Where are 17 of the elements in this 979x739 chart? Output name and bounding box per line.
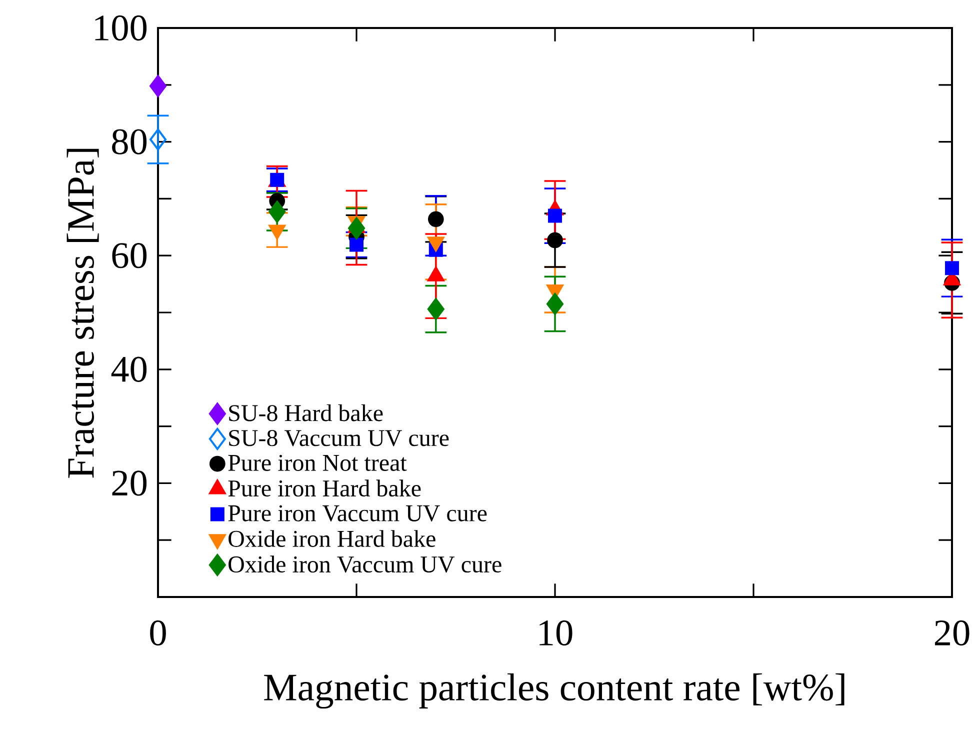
legend-label: Pure iron Vaccum UV cure [228,505,487,522]
y-tick-label: 40 [111,356,147,382]
x-axis-title: Magnetic particles content rate [wt%] [264,673,844,709]
legend-label: Oxide iron Vaccum UV cure [228,556,502,573]
x-tick-label: 10 [540,620,572,646]
y-tick-label: 20 [112,470,147,496]
y-axis-title: Fracture stress [MPa] [66,148,99,478]
y-tick-label: 80 [112,129,147,154]
legend-label: Oxide iron Hard bake [228,530,436,547]
legend-label: Pure iron Hard bake [228,480,421,497]
legend-label: SU-8 Vaccum UV cure [229,430,449,446]
y-tick-label: 60 [112,243,147,268]
y-tick-label: 100 [95,15,147,41]
x-tick-label: 0 [150,620,166,646]
legend-label: Pure iron Not treat [228,454,407,471]
legend-label: SU-8 Hard bake [229,404,383,422]
x-tick-label: 20 [934,620,970,646]
